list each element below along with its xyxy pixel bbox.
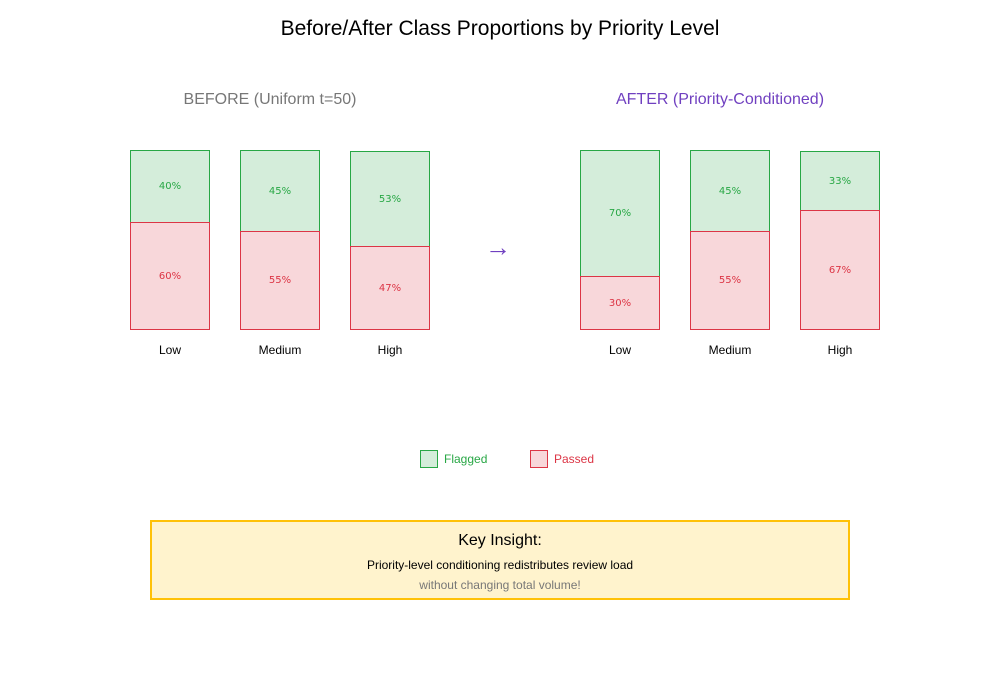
flagged-swatch-icon (420, 450, 438, 468)
legend-item-flagged: Flagged (420, 450, 487, 468)
after-bar-low: 70% 30% (580, 150, 660, 330)
before-category-label: High (377, 343, 403, 357)
insight-line-2: without changing total volume! (419, 578, 581, 592)
flagged-segment: 33% (800, 151, 880, 211)
passed-swatch-icon (530, 450, 548, 468)
after-bar-medium: 45% 55% (690, 150, 770, 330)
passed-segment: 60% (130, 222, 210, 330)
passed-segment: 47% (350, 246, 430, 330)
after-bar-high: 33% 67% (800, 150, 880, 330)
passed-segment: 67% (800, 210, 880, 330)
before-bar-medium: 45% 55% (240, 150, 320, 330)
flagged-segment: 53% (350, 151, 430, 247)
flagged-segment: 45% (240, 150, 320, 232)
flagged-segment: 45% (690, 150, 770, 232)
insight-line-1: Priority-level conditioning redistribute… (366, 558, 634, 572)
flagged-segment: 40% (130, 150, 210, 223)
passed-segment: 55% (690, 231, 770, 330)
passed-segment: 55% (240, 231, 320, 330)
after-category-label: Medium (708, 343, 752, 357)
legend-item-passed: Passed (530, 450, 594, 468)
chart-title: Before/After Class Proportions by Priori… (280, 17, 720, 40)
right-arrow-icon: → (485, 232, 511, 262)
before-bar-high: 53% 47% (350, 150, 430, 330)
before-category-label: Low (158, 343, 181, 357)
after-panel-title: AFTER (Priority-Conditioned) (615, 91, 825, 108)
legend-label: Flagged (444, 452, 488, 466)
legend-label: Passed (554, 452, 595, 466)
insight-heading: Key Insight: (458, 532, 542, 549)
passed-segment: 30% (580, 276, 660, 330)
flagged-segment: 70% (580, 150, 660, 277)
after-category-label: Low (608, 343, 631, 357)
before-category-label: Medium (258, 343, 302, 357)
after-category-label: High (827, 343, 853, 357)
before-panel-title: BEFORE (Uniform t=50) (183, 91, 357, 108)
before-bar-low: 40% 60% (130, 150, 210, 330)
key-insight-box: Key Insight: Priority-level conditioning… (150, 520, 850, 600)
